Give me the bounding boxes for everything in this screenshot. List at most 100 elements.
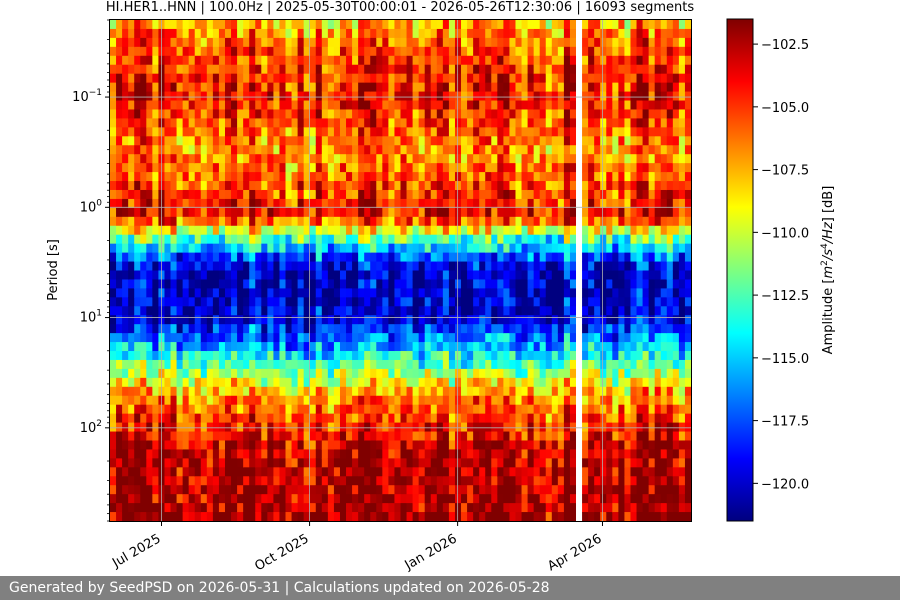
spectrogram-cell <box>116 422 123 433</box>
spectrogram-cell <box>436 73 444 84</box>
spectrogram-cell <box>606 136 613 146</box>
spectrogram-cell <box>473 279 480 289</box>
spectrogram-cell <box>110 198 117 209</box>
spectrogram-cell <box>297 189 305 200</box>
spectrogram-cell <box>467 172 474 182</box>
spectrogram-cell <box>406 315 414 325</box>
spectrogram-cell <box>182 163 190 173</box>
spectrogram-cell <box>243 118 250 128</box>
spectrogram-cell <box>370 431 377 442</box>
spectrogram-cell <box>551 198 559 209</box>
spectrogram-cell <box>509 252 517 263</box>
spectrogram-cell <box>200 127 208 137</box>
spectrogram-cell <box>509 207 517 218</box>
spectrogram-cell <box>509 20 517 30</box>
spectrogram-cell <box>618 288 626 298</box>
spectrogram-cell <box>297 225 305 236</box>
spectrogram-cell <box>237 136 244 146</box>
spectrogram-cell <box>224 100 232 111</box>
spectrogram-cell <box>370 288 377 298</box>
spectrogram-cell <box>321 333 329 343</box>
spectrogram-cell <box>231 234 238 245</box>
spectrogram-cell <box>594 55 601 66</box>
spectrogram-cell <box>279 297 287 307</box>
spectrogram-cell <box>231 306 238 316</box>
spectrogram-cell <box>364 55 371 66</box>
spectrogram-cell <box>515 476 523 486</box>
spectrogram-cell <box>279 20 287 30</box>
spectrogram-cell <box>642 37 650 48</box>
spectrogram-cell <box>128 458 135 468</box>
spectrogram-cell <box>454 359 462 370</box>
spectrogram-cell <box>170 189 178 200</box>
spectrogram-cell <box>339 324 347 334</box>
spectrogram-cell <box>303 37 311 48</box>
spectrogram-cell <box>588 413 595 424</box>
spectrogram-cell <box>503 306 511 316</box>
spectrogram-cell <box>255 333 262 343</box>
spectrogram-cell <box>624 252 632 263</box>
spectrogram-cell <box>273 333 281 343</box>
spectrogram-cell <box>545 449 553 459</box>
spectrogram-cell <box>545 145 553 155</box>
spectrogram-cell <box>364 485 371 495</box>
spectrogram-cell <box>255 306 262 316</box>
spectrogram-cell <box>128 118 135 128</box>
spectrogram-cell <box>624 503 632 513</box>
spectrogram-cell <box>152 386 160 397</box>
spectrogram-cell <box>436 145 444 155</box>
spectrogram-cell <box>442 270 450 281</box>
spectrogram-cell <box>231 216 238 227</box>
spectrogram-cell <box>212 485 220 495</box>
spectrogram-cell <box>146 198 153 209</box>
spectrogram-cell <box>418 440 426 451</box>
spectrogram-cell <box>279 118 287 128</box>
spectrogram-cell <box>273 395 281 406</box>
spectrogram-cell <box>176 172 184 182</box>
spectrogram-cell <box>479 440 486 451</box>
spectrogram-cell <box>533 306 541 316</box>
spectrogram-cell <box>321 342 329 352</box>
spectrogram-cell <box>412 20 420 30</box>
spectrogram-cell <box>352 154 359 164</box>
spectrogram-cell <box>563 404 571 415</box>
spectrogram-cell <box>503 28 511 39</box>
spectrogram-cell <box>454 189 462 200</box>
spectrogram-cell <box>382 377 389 388</box>
spectrogram-cell <box>551 46 559 57</box>
spectrogram-cell <box>206 20 214 30</box>
spectrogram-cell <box>551 82 559 93</box>
spectrogram-cell <box>515 467 523 477</box>
spectrogram-cell <box>231 431 238 442</box>
spectrogram-cell <box>315 127 323 137</box>
spectrogram-cell <box>315 46 323 57</box>
spectrogram-cell <box>309 73 317 84</box>
spectrogram-cell <box>473 342 480 352</box>
spectrogram-cell <box>182 324 190 334</box>
spectrogram-cell <box>212 458 220 468</box>
spectrogram-cell <box>116 297 123 307</box>
spectrogram-cell <box>424 494 432 504</box>
spectrogram-cell <box>394 28 402 39</box>
spectrogram-cell <box>442 485 450 495</box>
spectrogram-cell <box>600 485 607 495</box>
spectrogram-cell <box>412 413 420 424</box>
spectrogram-cell <box>448 145 456 155</box>
spectrogram-cell <box>188 467 196 477</box>
spectrogram-cell <box>467 145 474 155</box>
spectrogram-cell <box>569 154 577 164</box>
spectrogram-cell <box>569 181 577 191</box>
spectrogram-cell <box>424 315 432 325</box>
spectrogram-cell <box>182 431 190 442</box>
spectrogram-cell <box>412 207 420 218</box>
spectrogram-cell <box>146 512 153 522</box>
spectrogram-cell <box>412 431 420 442</box>
spectrogram-cell <box>352 377 359 388</box>
spectrogram-cell <box>521 82 529 93</box>
spectrogram-cell <box>116 243 123 254</box>
spectrogram-cell <box>642 216 650 227</box>
spectrogram-cell <box>182 234 190 245</box>
spectrogram-cell <box>400 163 408 173</box>
spectrogram-cell <box>394 377 402 388</box>
spectrogram-cell <box>273 279 281 289</box>
